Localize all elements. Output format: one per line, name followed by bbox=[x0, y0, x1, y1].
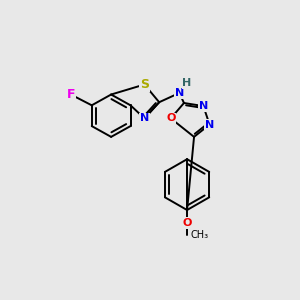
Text: F: F bbox=[67, 88, 75, 101]
Text: S: S bbox=[140, 78, 149, 91]
Text: O: O bbox=[166, 113, 176, 123]
Text: O: O bbox=[182, 218, 192, 228]
Text: N: N bbox=[199, 101, 208, 111]
Text: N: N bbox=[175, 88, 184, 98]
Text: N: N bbox=[205, 119, 214, 130]
Text: CH₃: CH₃ bbox=[191, 230, 209, 240]
Text: H: H bbox=[182, 78, 192, 88]
Text: N: N bbox=[140, 113, 149, 123]
